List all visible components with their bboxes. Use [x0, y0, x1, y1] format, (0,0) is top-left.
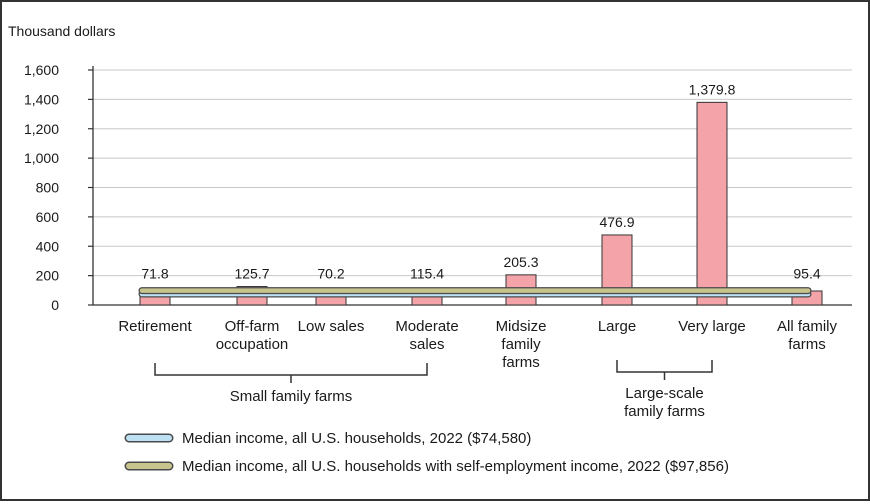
x-tick-label: All family [777, 318, 838, 335]
data-label: 70.2 [317, 265, 344, 281]
x-tick-label: Off-farm [225, 318, 280, 335]
y-tick-label: 400 [36, 238, 60, 254]
data-label: 71.8 [141, 265, 168, 281]
y-axis-label: Thousand dollars [8, 23, 115, 39]
x-tick-label: Low sales [298, 318, 365, 335]
bar [696, 101, 728, 306]
y-tick-label: 600 [36, 209, 60, 225]
x-tick-label: Moderate [395, 318, 458, 335]
x-tick-label: sales [409, 336, 444, 353]
x-tick-label: Large [598, 318, 636, 335]
x-tick-label: Retirement [118, 318, 192, 335]
x-tick-label: family [501, 336, 541, 353]
group-bracket [154, 363, 428, 383]
y-tick-label: 1,400 [24, 91, 59, 107]
y-tick-label: 0 [51, 297, 59, 313]
data-label: 115.4 [410, 265, 444, 281]
group-bracket [616, 360, 713, 380]
group-label: Small family farms [230, 388, 353, 405]
y-tick-label: 800 [36, 180, 60, 196]
data-label: 1,379.8 [689, 81, 736, 97]
group-label: Large-scale [625, 385, 703, 402]
y-tick-label: 1,200 [24, 121, 59, 137]
data-label: 205.3 [503, 254, 538, 270]
group-label: family farms [624, 403, 705, 420]
y-tick-label: 200 [36, 268, 60, 284]
legend-entry: Median income, all U.S. households, 2022… [182, 430, 531, 447]
x-tick-label: occupation [216, 336, 289, 353]
x-tick-label: Very large [678, 318, 746, 335]
data-label: 95.4 [793, 265, 820, 281]
y-tick-label: 1,600 [24, 62, 59, 78]
x-tick-label: farms [788, 336, 826, 353]
data-label: 125.7 [234, 265, 269, 281]
x-tick-label: Midsize [496, 318, 547, 335]
y-tick-label: 1,000 [24, 150, 59, 166]
x-tick-label: farms [502, 354, 540, 371]
legend-entry: Median income, all U.S. households with … [182, 458, 729, 475]
data-label: 476.9 [599, 214, 634, 230]
